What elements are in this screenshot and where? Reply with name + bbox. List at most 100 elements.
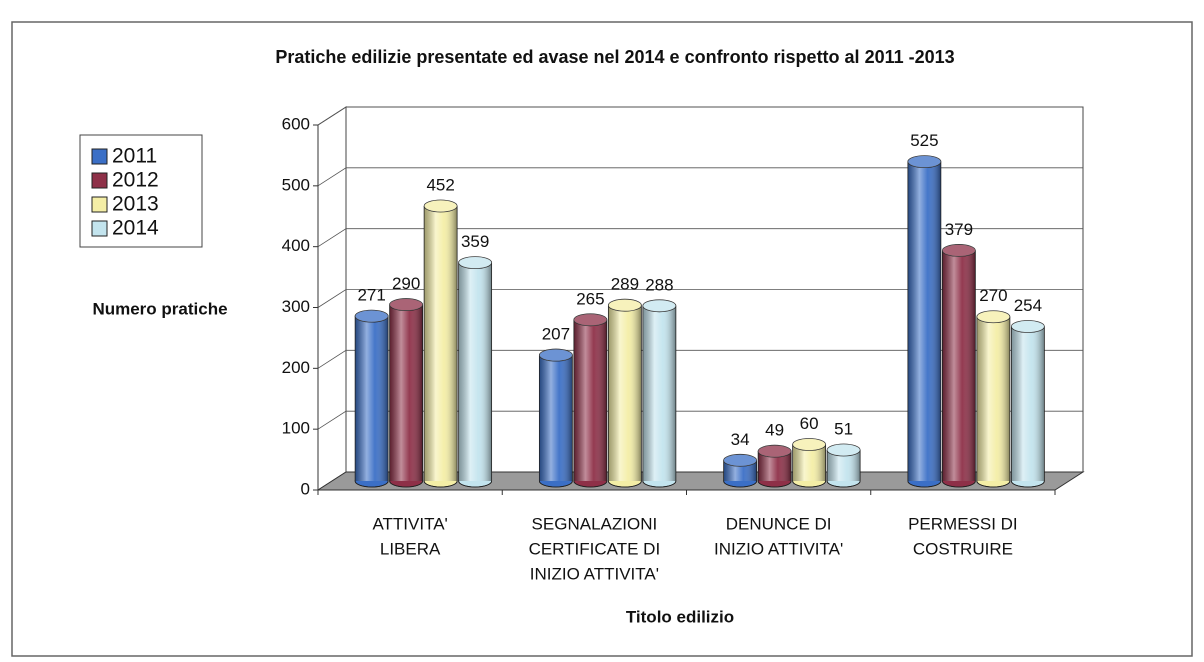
legend-swatch [91,196,108,213]
grid-line [317,228,1083,248]
value-label: 289 [611,275,639,294]
bar-outline [792,444,827,488]
bar-shade [942,250,976,481]
bar-top-shade [1011,320,1045,333]
x-tick-label: LIBERA [380,539,441,558]
bar-top [792,438,827,451]
value-label: 525 [910,131,938,150]
bar [792,438,827,488]
x-axis-label: Titolo edilizio [626,607,734,626]
bar [423,199,458,488]
x-tick-label: CERTIFICATE DI [529,539,661,558]
y-tick-label: 400 [282,236,310,255]
bar-top-shade [827,443,861,456]
bar-top [723,453,758,467]
value-label: 379 [945,220,973,239]
bar-top-shade [723,454,757,467]
bar [538,348,573,488]
y-axis-label: Numero pratiche [92,299,227,318]
y-tick-label: 500 [282,175,310,194]
bar-top [907,155,942,169]
bar [976,310,1011,488]
bar-outline [976,316,1011,488]
value-label: 270 [979,286,1007,305]
y-tick-label: 200 [282,358,310,377]
x-tick-label: SEGNALAZIONI [532,514,658,533]
bar-top-shade [976,310,1010,323]
bar-outline [538,355,573,488]
bar-outline [607,305,642,488]
y-tick-label: 300 [282,297,310,316]
bar [907,155,942,488]
grid-line [317,349,1083,369]
bar-shade [539,355,573,481]
bar-shade [573,319,607,481]
bar-outline [1010,326,1045,488]
x-tick-label: COSTRUIRE [913,539,1013,558]
value-label: 271 [357,286,385,305]
bar [389,298,424,488]
bar-outline [458,262,493,488]
bar-top-shade [758,445,792,458]
bar [573,313,608,488]
grid-line [317,410,1083,430]
bar-top-shade [792,438,826,451]
bar-top [941,244,976,257]
bar [826,443,861,488]
bar-top-shade [458,256,492,269]
bar-outline [941,250,976,488]
x-tick-label: INIZIO ATTIVITA' [714,539,843,558]
grid-line [317,167,1083,187]
value-label: 452 [426,176,454,195]
bar-outline [723,460,758,488]
bar-top [607,298,642,312]
legend-label: 2014 [112,217,159,240]
bar-top-shade [608,299,642,312]
bar-shade [642,305,676,481]
bar-top [1010,320,1045,333]
bar-top [458,256,493,270]
x-tick-label: ATTIVITA' [372,514,447,533]
bar-top-shade [642,299,676,312]
bar [642,299,677,488]
grid-line [317,106,1083,126]
value-label: 254 [1014,296,1042,315]
value-label: 288 [645,275,673,294]
bar-shade [907,161,941,481]
bar-shade [1011,326,1045,481]
bar-outline [389,304,424,488]
bar-top [826,443,861,457]
bar-outline [907,161,942,488]
legend-swatch [91,148,108,165]
bar-shade [424,206,458,482]
chart-title: Pratiche edilizie presentate ed avase ne… [275,47,954,67]
legend-swatch [91,220,108,237]
bar [723,453,758,488]
value-label: 49 [765,421,784,440]
bar-top [976,310,1011,324]
bar [1010,320,1045,488]
bar-top-shade [573,313,607,326]
bar-top-shade [539,349,573,362]
bar-top [354,309,389,323]
bar-outline [826,449,861,488]
x-tick-label: PERMESSI DI [908,514,1018,533]
value-label: 265 [576,289,604,308]
legend-swatch [91,172,108,189]
value-label: 34 [731,430,750,449]
x-tick-label: INIZIO ATTIVITA' [530,564,659,583]
bar-top-shade [355,310,389,323]
bar-top-shade [942,244,976,257]
bar-top-shade [424,200,458,213]
bar-top [389,298,424,311]
bar-outline [642,305,677,488]
bar-top-shade [907,155,941,168]
bar [757,444,792,488]
y-tick-label: 600 [282,114,310,133]
bar [941,244,976,488]
bar-top-shade [389,298,423,311]
value-label: 290 [392,274,420,293]
bar-shade [389,304,423,481]
value-label: 60 [800,414,819,433]
